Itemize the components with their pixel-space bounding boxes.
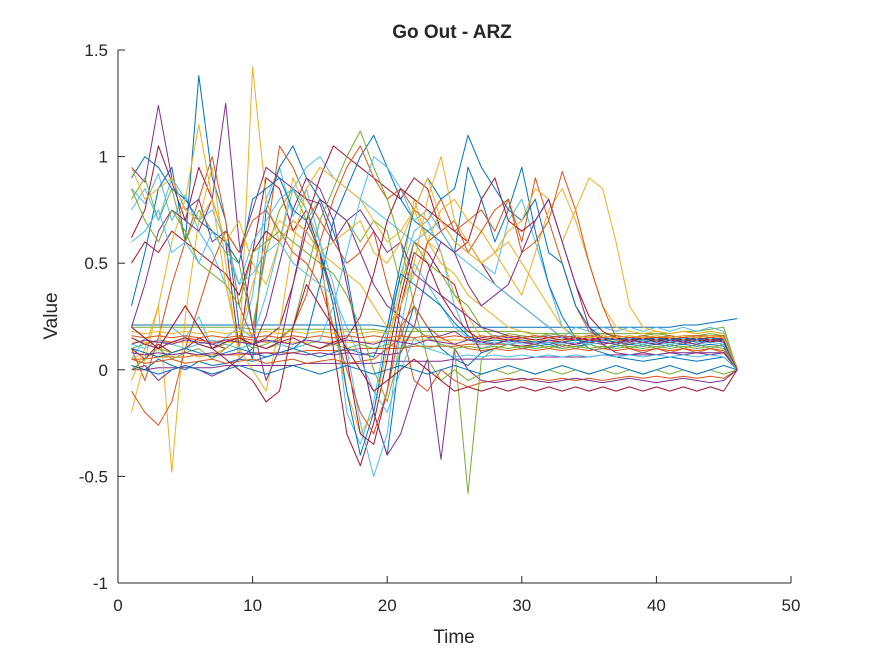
series-line-7 [131,145,738,467]
x-tick-label: 10 [243,596,262,615]
y-tick-label: 0 [99,361,108,380]
y-tick-label: 1 [99,148,108,167]
y-tick-label: 0.5 [84,254,108,273]
series-line-29 [131,134,738,371]
series-line-20 [131,177,738,477]
series-line-1 [131,318,738,328]
series-line-28 [131,177,738,370]
x-tick-label: 30 [512,596,531,615]
y-tick-label: -1 [93,574,108,593]
chart-title: Go Out - ARZ [392,22,512,43]
x-tick-label: 40 [647,596,666,615]
series-line-27 [131,156,738,370]
series-line-5 [131,326,738,370]
series-line-8 [131,75,738,456]
series-layer [131,66,738,494]
series-line-31 [131,156,738,370]
series-line-30 [131,171,738,371]
x-axis-label: Time [433,627,475,648]
series-line-36 [131,365,738,375]
y-tick-label: -0.5 [79,467,108,486]
series-line-35 [131,284,738,403]
x-tick-label: 0 [113,596,122,615]
x-tick-label: 20 [378,596,397,615]
series-line-19 [131,343,738,494]
series-line-38 [131,167,738,370]
x-tick-label: 50 [782,596,801,615]
y-axis-label: Value [41,292,62,339]
series-line-23 [131,209,738,435]
series-line-4 [131,352,738,371]
series-line-32 [131,198,738,371]
axes: 0 10 20 30 40 50 -1 -0.5 0 0.5 1 1.5 [79,41,801,615]
y-tick-label: 1.5 [84,41,108,60]
series-line-34 [131,209,738,413]
series-line-39 [131,339,738,371]
